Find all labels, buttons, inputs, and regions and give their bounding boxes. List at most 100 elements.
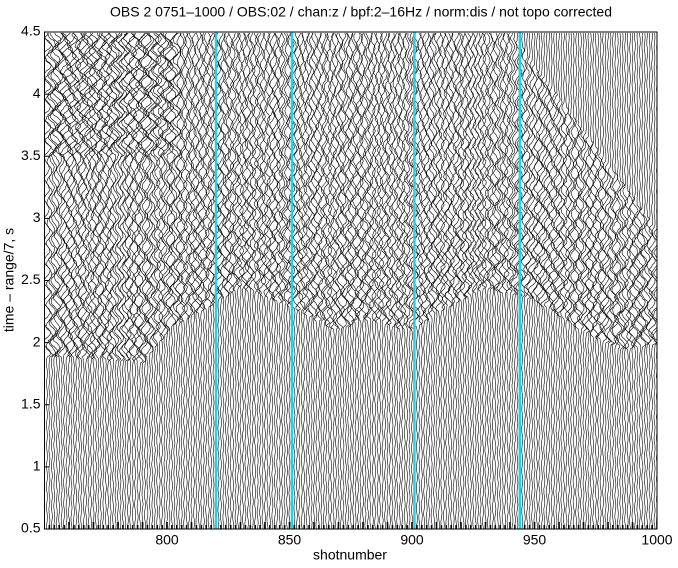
trace: [64, 32, 74, 529]
trace: [295, 32, 304, 529]
trace: [594, 32, 603, 529]
shot-marker: [626, 525, 629, 529]
trace: [577, 32, 585, 529]
trace: [149, 32, 160, 529]
shot-marker: [499, 525, 501, 529]
y-tick-label: 3: [33, 209, 41, 225]
trace: [478, 32, 487, 529]
trace: [236, 32, 245, 529]
shot-marker: [303, 525, 305, 529]
trace: [197, 32, 206, 529]
shot-marker: [636, 525, 639, 529]
shot-marker: [156, 525, 158, 529]
trace: [202, 32, 211, 529]
shot-marker: [372, 525, 374, 529]
shot-marker: [176, 525, 178, 529]
shot-marker: [313, 522, 315, 529]
trace: [349, 32, 358, 529]
trace: [417, 32, 427, 529]
x-axis-label: shotnumber: [313, 547, 387, 563]
trace: [142, 32, 153, 529]
trace: [344, 32, 353, 529]
trace: [229, 32, 238, 529]
shot-marker: [136, 525, 139, 529]
trace: [164, 32, 175, 529]
shot-marker: [112, 525, 114, 529]
shot-marker: [396, 525, 399, 529]
shot-marker: [582, 522, 585, 529]
trace: [369, 32, 377, 529]
shot-marker: [107, 525, 109, 529]
trace: [319, 32, 328, 529]
shot-marker: [220, 525, 222, 529]
trace: [535, 32, 544, 529]
shot-marker: [381, 525, 384, 529]
shot-marker: [362, 522, 364, 529]
trace: [332, 32, 341, 529]
trace: [130, 32, 141, 529]
trace: [51, 32, 62, 529]
shot-marker: [572, 525, 575, 529]
shot-marker: [259, 525, 261, 529]
trace: [449, 32, 458, 529]
trace: [486, 32, 495, 529]
shot-marker: [376, 525, 379, 529]
y-tick-label: 2.5: [21, 271, 41, 287]
trace: [371, 32, 380, 529]
trace: [96, 32, 106, 529]
shot-marker: [416, 525, 418, 529]
trace: [108, 32, 119, 529]
y-tick-label: 1.5: [21, 395, 41, 411]
trace: [481, 32, 490, 529]
trace: [420, 32, 429, 529]
trace: [374, 32, 382, 529]
trace: [496, 32, 505, 529]
trace: [599, 32, 608, 529]
trace: [351, 32, 360, 529]
trace: [408, 32, 416, 529]
trace: [226, 32, 235, 529]
trace: [440, 32, 449, 529]
shot-marker: [92, 522, 95, 529]
trace: [613, 32, 623, 529]
trace: [56, 32, 67, 529]
trace: [385, 32, 394, 529]
trace: [302, 32, 311, 529]
trace: [135, 32, 146, 529]
shot-marker: [141, 522, 144, 529]
shot-marker: [631, 522, 634, 529]
shot-marker: [195, 525, 198, 529]
trace: [574, 32, 583, 529]
trace: [179, 32, 189, 529]
trace: [508, 32, 517, 529]
trace: [391, 32, 399, 529]
trace: [474, 32, 483, 529]
trace: [520, 32, 529, 529]
x-tick-label: 850: [278, 532, 302, 548]
trace: [506, 32, 515, 529]
shot-marker: [122, 525, 124, 529]
trace: [638, 32, 647, 529]
trace: [395, 32, 404, 529]
trace: [58, 32, 69, 529]
trace: [147, 32, 158, 529]
x-tick-label: 800: [155, 532, 179, 548]
trace: [643, 33, 651, 529]
trace: [456, 32, 466, 529]
trace: [329, 32, 338, 529]
trace: [623, 32, 632, 529]
trace: [253, 32, 262, 529]
trace: [152, 32, 163, 529]
trace: [175, 32, 184, 529]
shot-marker: [607, 522, 609, 529]
shot-marker: [68, 522, 70, 529]
trace: [258, 33, 267, 529]
trace: [248, 32, 257, 529]
trace: [243, 32, 252, 529]
trace: [207, 32, 216, 529]
trace: [432, 32, 441, 529]
shot-marker: [577, 525, 580, 529]
shot-marker: [592, 525, 595, 529]
trace: [539, 32, 549, 529]
trace: [204, 32, 214, 529]
